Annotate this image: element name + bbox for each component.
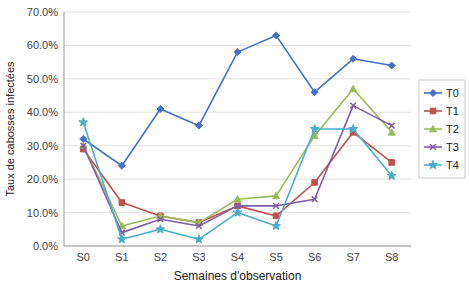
- legend-marker: [430, 126, 437, 132]
- grid-line: [64, 145, 411, 146]
- point: [389, 123, 395, 129]
- point: [349, 124, 358, 132]
- y-tick-label: 40.0%: [27, 106, 58, 118]
- x-tick-label: S2: [154, 251, 167, 263]
- x-axis-title: Semaines d'observation: [174, 269, 302, 283]
- point: [273, 32, 280, 39]
- y-tick-label: 50.0%: [27, 73, 58, 85]
- x-tick-label: S8: [385, 251, 398, 263]
- y-tick-label: 0.0%: [33, 240, 58, 252]
- series: [80, 103, 394, 236]
- legend-marker: [430, 90, 437, 97]
- legend-label: T2: [446, 123, 459, 135]
- x-tick-label: S3: [192, 251, 205, 263]
- point: [234, 49, 241, 56]
- grid-line: [64, 179, 411, 180]
- point: [273, 203, 279, 209]
- series: [80, 130, 394, 226]
- legend-marker: [430, 108, 436, 114]
- point: [80, 143, 86, 149]
- y-tick-label: 10.0%: [27, 207, 58, 219]
- line: [83, 89, 391, 226]
- point: [388, 62, 395, 69]
- point: [312, 180, 318, 186]
- point: [387, 171, 396, 179]
- legend: T0 T1 T2 T3 T4: [419, 80, 465, 178]
- legend-label: T4: [446, 159, 459, 171]
- point: [118, 235, 127, 243]
- x-tick-label: S0: [77, 251, 90, 263]
- series: [79, 118, 396, 243]
- x-tick-label: S7: [346, 251, 359, 263]
- y-axis-title: Taux de cabosses infectées: [4, 61, 16, 197]
- series: [80, 32, 395, 169]
- line: [83, 132, 391, 222]
- point: [388, 129, 395, 135]
- point: [312, 196, 318, 202]
- point: [119, 200, 125, 206]
- point: [273, 192, 280, 198]
- y-grid: [64, 12, 411, 246]
- grid-line: [64, 12, 411, 13]
- point: [350, 55, 357, 62]
- y-tick-label: 70.0%: [27, 6, 58, 18]
- legend-marker: [429, 160, 438, 168]
- y-tick-label: 20.0%: [27, 173, 58, 185]
- legend-label: T0: [446, 87, 459, 99]
- point: [195, 235, 204, 243]
- grid-line: [64, 45, 411, 46]
- legend-marker: [430, 144, 436, 150]
- plot-area: [79, 32, 396, 243]
- point: [350, 85, 357, 91]
- line: [83, 35, 391, 165]
- point: [350, 103, 356, 109]
- point: [272, 221, 281, 229]
- point: [273, 213, 279, 219]
- grid-line: [64, 246, 411, 247]
- point: [157, 105, 164, 112]
- y-axis: [64, 12, 65, 246]
- point: [233, 208, 242, 216]
- x-tick-label: S5: [269, 251, 282, 263]
- legend-label: T1: [446, 105, 459, 117]
- legend-label: T3: [446, 141, 459, 153]
- point: [311, 89, 318, 96]
- point: [156, 225, 165, 233]
- y-tick-label: 30.0%: [27, 140, 58, 152]
- line: [83, 106, 391, 233]
- x-tick-label: S4: [231, 251, 244, 263]
- point: [234, 196, 241, 202]
- point: [118, 162, 125, 169]
- series: [80, 85, 395, 228]
- point: [310, 124, 319, 132]
- point: [389, 160, 395, 166]
- point: [79, 118, 88, 126]
- x-tick-label: S6: [308, 251, 321, 263]
- grid-line: [64, 112, 411, 113]
- x-axis: [64, 246, 411, 247]
- grid-line: [64, 78, 411, 79]
- point: [195, 122, 202, 129]
- legend-box: [419, 80, 465, 178]
- chart: 0.0% 10.0% 20.0% 30.0% 40.0% 50.0% 60.0% 70.0% S…: [0, 0, 469, 288]
- point: [196, 223, 202, 229]
- x-tick-label: S1: [115, 251, 128, 263]
- line: [83, 122, 391, 239]
- y-tick-label: 60.0%: [27, 39, 58, 51]
- point: [158, 216, 164, 222]
